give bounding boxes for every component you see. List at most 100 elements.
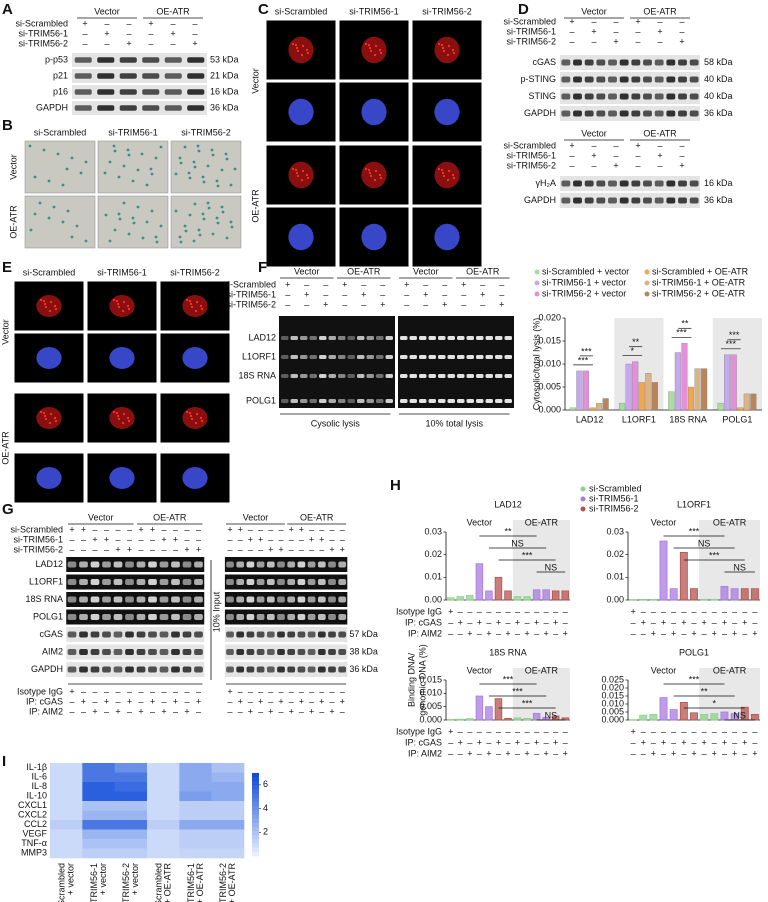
focus xyxy=(441,46,445,50)
sign: – xyxy=(496,606,501,616)
stain xyxy=(154,235,158,239)
sign: + xyxy=(722,737,727,747)
band xyxy=(194,561,203,568)
sign: – xyxy=(238,544,243,554)
blot-label: p16 xyxy=(53,86,68,96)
colorbar-step xyxy=(252,785,259,790)
stain xyxy=(215,179,219,183)
stain xyxy=(70,156,74,160)
focus xyxy=(294,168,298,172)
band xyxy=(419,399,427,403)
y-tick-label: 0.005 xyxy=(538,381,561,391)
sign: + xyxy=(380,299,385,309)
stain xyxy=(65,167,69,171)
band xyxy=(457,355,465,359)
stain xyxy=(75,224,79,228)
focus xyxy=(369,49,373,53)
blot xyxy=(224,662,348,677)
heat-cell xyxy=(82,829,115,840)
colorbar-step xyxy=(252,806,259,811)
focus xyxy=(189,302,193,306)
sign: – xyxy=(671,606,676,616)
band xyxy=(171,579,180,585)
condition-label: IP: cGAS xyxy=(405,737,442,747)
focus xyxy=(54,419,58,423)
band xyxy=(142,89,160,95)
stain xyxy=(225,236,229,240)
sign: + xyxy=(404,279,409,289)
sign: + xyxy=(104,696,109,706)
sign: – xyxy=(477,628,482,638)
focus xyxy=(305,173,309,177)
band xyxy=(678,197,687,204)
group-label: Vector xyxy=(581,6,607,16)
stain xyxy=(206,164,210,168)
sign: + xyxy=(340,696,345,706)
sign: – xyxy=(505,737,510,747)
focus xyxy=(117,305,121,309)
sign: – xyxy=(115,686,120,696)
sign: – xyxy=(161,686,166,696)
sign: – xyxy=(309,524,314,534)
band xyxy=(102,561,111,568)
focus xyxy=(447,44,451,48)
stain xyxy=(202,217,206,221)
sign: – xyxy=(196,524,201,534)
sign: – xyxy=(442,289,447,299)
sign: – xyxy=(486,737,491,747)
band xyxy=(307,579,316,585)
focus xyxy=(367,43,371,47)
sign: + xyxy=(732,628,737,638)
sign: – xyxy=(461,289,466,299)
y-tick-label: 0.010 xyxy=(601,698,624,708)
panel-letter: I xyxy=(2,753,6,770)
focus xyxy=(291,167,295,171)
sign: + xyxy=(515,737,520,747)
sign: – xyxy=(679,150,684,160)
band xyxy=(385,374,393,378)
band xyxy=(266,579,275,585)
sign: + xyxy=(641,617,646,627)
sign: – xyxy=(248,686,253,696)
y-tick-label: 0.02 xyxy=(424,549,442,559)
condition-label: IP: AIM2 xyxy=(29,706,63,716)
stain xyxy=(233,167,237,171)
nucleus xyxy=(361,223,387,251)
legend-label: si-TRIM56-2 + OE-ATR xyxy=(652,288,746,298)
sign: + xyxy=(82,18,87,28)
sign: – xyxy=(196,686,201,696)
y-tick-label: 0.020 xyxy=(601,682,624,692)
blot xyxy=(72,101,207,115)
y-tick-label: 0.015 xyxy=(538,335,561,345)
column-label: + OE-ATR xyxy=(163,863,173,902)
heat-cell xyxy=(211,801,245,811)
blot-label: γH₂A xyxy=(536,178,557,188)
condition-label: si-TRIM56-1 xyxy=(506,26,556,36)
bar xyxy=(532,589,541,601)
row-label: OE-ATR xyxy=(250,189,260,223)
sign: – xyxy=(238,686,243,696)
condition-label: IP: AIM2 xyxy=(408,748,442,758)
nucleus xyxy=(434,98,460,126)
sign: + xyxy=(480,289,485,299)
sign: + xyxy=(505,748,510,758)
stain xyxy=(197,228,201,232)
focus xyxy=(194,421,198,425)
sign: – xyxy=(126,18,131,28)
band xyxy=(290,399,298,403)
condition-label: si-TRIM56-1 xyxy=(18,28,68,38)
sign: – xyxy=(641,628,646,638)
image xyxy=(97,140,169,194)
bar xyxy=(485,590,493,601)
sign: – xyxy=(173,544,178,554)
stain xyxy=(188,213,192,217)
focus xyxy=(296,174,300,178)
bar xyxy=(649,714,658,721)
band xyxy=(307,561,316,568)
column-label: si-Scrambled xyxy=(154,863,164,902)
sign: + xyxy=(150,696,155,706)
sign: – xyxy=(148,28,153,38)
band xyxy=(297,561,306,568)
sign: + xyxy=(671,628,676,638)
band xyxy=(457,399,465,403)
